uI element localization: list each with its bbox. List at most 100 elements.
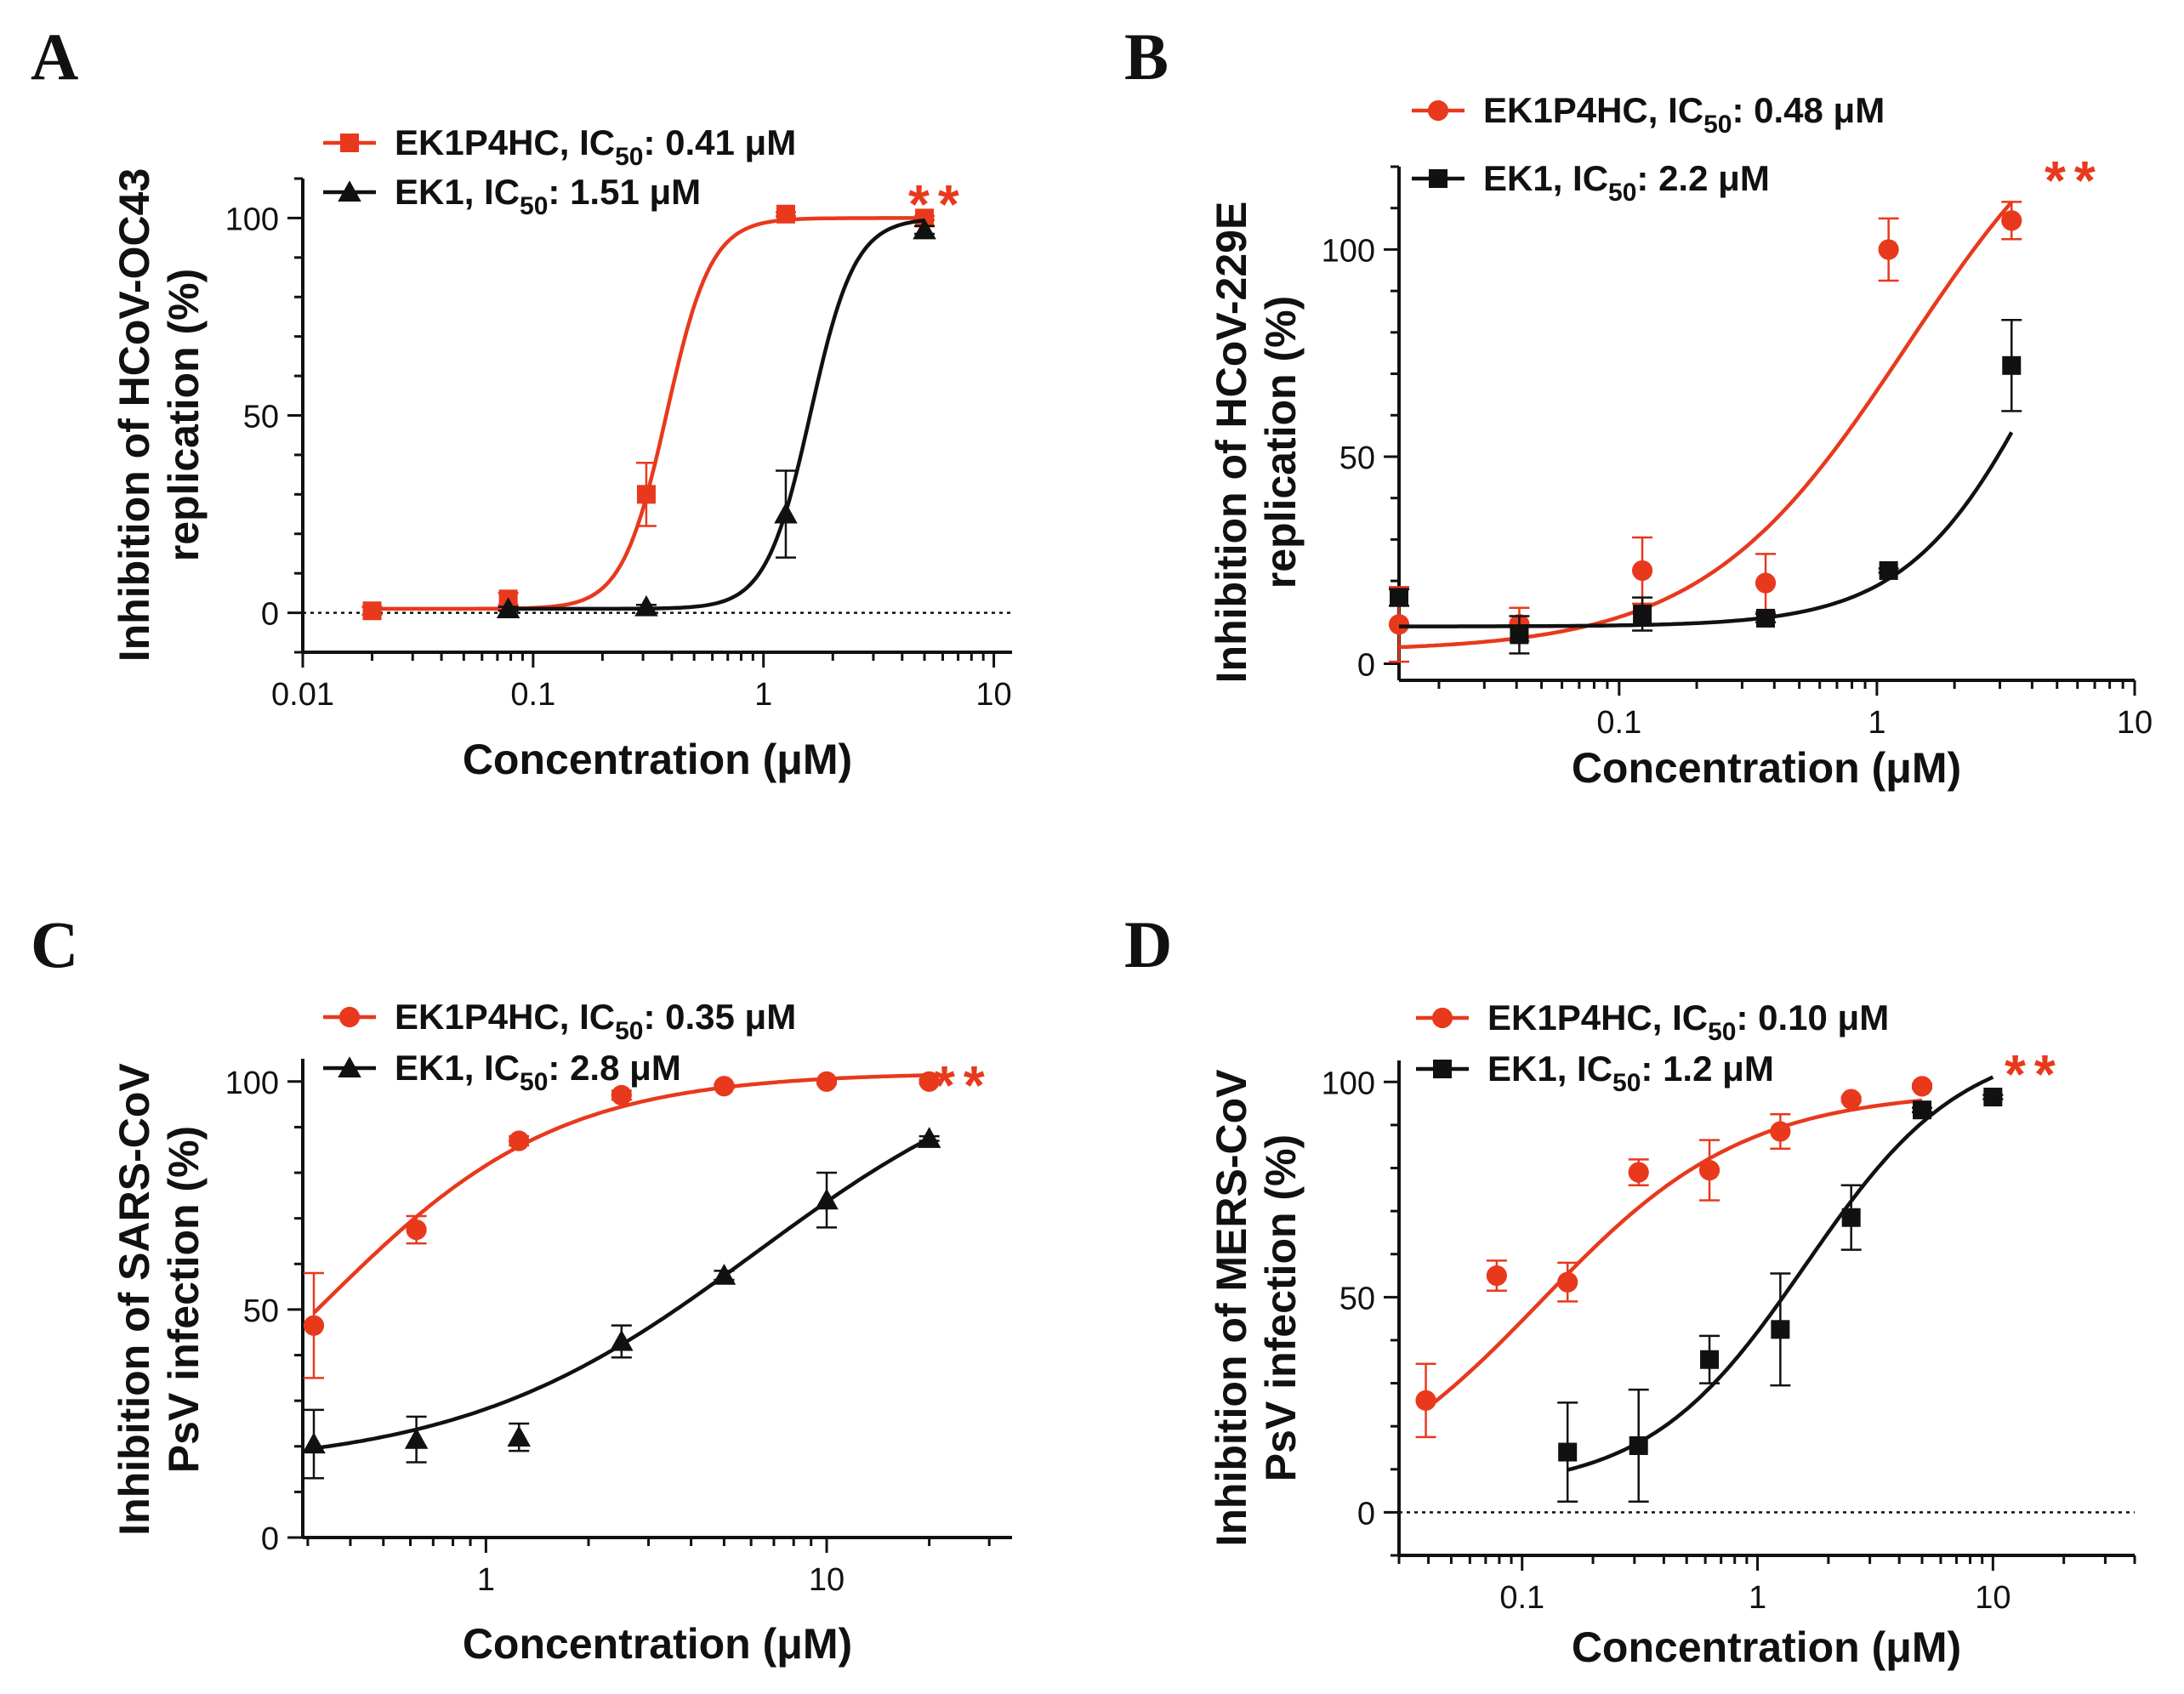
data-point xyxy=(1913,1100,1932,1120)
data-point xyxy=(1633,605,1652,624)
data-point xyxy=(1879,560,1898,580)
x-tick-label: 10 xyxy=(809,1562,845,1598)
y-tick-label: 50 xyxy=(1339,441,1375,476)
y-tick-label: 100 xyxy=(1322,233,1375,269)
legend-text: : 0.10 μM xyxy=(1736,998,1889,1037)
data-point xyxy=(507,1425,531,1447)
data-point xyxy=(1841,1208,1861,1227)
circle-marker-icon xyxy=(1431,1007,1453,1029)
data-point xyxy=(302,1432,326,1454)
legend-text: EK1P4HC, IC xyxy=(1487,998,1708,1037)
data-point xyxy=(714,1076,735,1097)
legend-text: : 0.41 μM xyxy=(643,122,796,162)
x-tick-label: 1 xyxy=(754,677,772,713)
data-point xyxy=(1983,1088,2003,1107)
y-tick-label: 100 xyxy=(225,1066,279,1101)
legend-entry: EK1, IC50: 1.51 μM xyxy=(323,172,701,220)
data-point xyxy=(1486,1265,1507,1287)
legend-subscript: 50 xyxy=(520,192,548,220)
x-tick-label: 1 xyxy=(477,1562,495,1598)
y-tick-label: 50 xyxy=(243,400,279,435)
series-ek1 xyxy=(1557,1075,2004,1503)
square-marker-icon xyxy=(1429,169,1447,188)
data-point xyxy=(1388,614,1410,635)
fit-curve xyxy=(372,216,924,611)
data-point xyxy=(1558,1442,1578,1462)
y-axis-label-line: Inhibition of MERS-CoV xyxy=(1208,1069,1255,1547)
fit-curve xyxy=(1398,201,2014,650)
y-axis-label-line: Inhibition of SARS-CoV xyxy=(111,1063,158,1536)
x-tick-label: 10 xyxy=(975,677,1011,713)
x-tick-label: 10 xyxy=(2117,705,2153,741)
data-point xyxy=(774,502,798,524)
data-point xyxy=(1415,1390,1436,1411)
data-point xyxy=(611,1084,632,1106)
significance-marker: ** xyxy=(934,1054,993,1116)
legend-text: : 0.48 μM xyxy=(1732,90,1885,130)
panel-letter-b: B xyxy=(1124,20,1169,94)
data-point xyxy=(404,1427,429,1449)
legend-label: EK1, IC50: 1.2 μM xyxy=(1487,1049,1774,1097)
legend-subscript: 50 xyxy=(1703,111,1732,139)
legend-label: EK1P4HC, IC50: 0.41 μM xyxy=(395,122,796,171)
y-axis-label: Inhibition of HCoV-229Ereplication (%) xyxy=(1208,202,1305,684)
data-point xyxy=(917,1127,941,1148)
square-marker-icon xyxy=(340,134,359,152)
legend-text: EK1, IC xyxy=(1487,1049,1612,1089)
data-point xyxy=(636,485,656,504)
y-tick-label: 0 xyxy=(1357,1496,1375,1532)
data-point xyxy=(1771,1320,1790,1339)
panel-letter-c: C xyxy=(31,907,79,981)
chart-a: 0 50 100 0.01 0.1 1 10 Concentration (μM) Inhibi… xyxy=(111,122,1012,783)
x-tick-label: 10 xyxy=(1975,1580,2011,1616)
data-point xyxy=(1510,625,1529,645)
series-ek1p4hc xyxy=(303,1071,940,1379)
data-point xyxy=(1700,1350,1720,1369)
data-point xyxy=(913,218,936,240)
legend-text: : 0.35 μM xyxy=(643,997,796,1037)
y-axis-label-line: PsV infection (%) xyxy=(1257,1134,1305,1481)
legend-label: EK1P4HC, IC50: 0.10 μM xyxy=(1487,998,1889,1046)
significance-marker: ** xyxy=(2045,150,2104,211)
legend-label: EK1P4HC, IC50: 0.35 μM xyxy=(395,997,796,1045)
legend-text: : 2.8 μM xyxy=(548,1048,680,1088)
x-tick-label: 0.1 xyxy=(510,677,555,713)
x-tick-label: 0.1 xyxy=(1596,705,1641,741)
y-tick-label: 0 xyxy=(261,1521,279,1557)
data-point xyxy=(815,1188,839,1210)
data-point xyxy=(1840,1089,1862,1110)
data-point xyxy=(1629,1435,1648,1455)
data-point xyxy=(816,1071,838,1092)
y-tick-label: 100 xyxy=(1322,1066,1375,1101)
fit-curve xyxy=(313,1136,930,1451)
x-axis-label: Concentration (μM) xyxy=(1572,744,1961,792)
legend-label: EK1, IC50: 2.2 μM xyxy=(1483,158,1770,207)
data-point xyxy=(1755,572,1777,594)
y-tick-label: 0 xyxy=(1357,648,1375,684)
data-point xyxy=(712,1263,737,1285)
legend-entry: EK1, IC50: 2.2 μM xyxy=(1412,158,1770,207)
data-point xyxy=(2002,355,2022,375)
data-point xyxy=(1878,239,1899,260)
data-point xyxy=(1628,1162,1649,1183)
legend-entry: EK1, IC50: 1.2 μM xyxy=(1416,1049,1774,1097)
legend-label: EK1, IC50: 1.51 μM xyxy=(395,172,701,220)
series-ek1 xyxy=(496,218,936,618)
y-axis-label-line: replication (%) xyxy=(1257,296,1305,588)
chart-c: 0 50 100 1 10 Concentration (μM) Inhibition of… xyxy=(111,997,1012,1668)
y-axis-label-line: replication (%) xyxy=(160,269,208,561)
panel-letter-d: D xyxy=(1124,907,1173,981)
triangle-marker-icon xyxy=(338,1056,361,1077)
chart-d: 0 50 100 0.1 1 10 Concentration (μM) Inhibition… xyxy=(1208,998,2136,1671)
data-point xyxy=(1770,1121,1791,1142)
fit-curve xyxy=(508,218,925,611)
y-tick-label: 50 xyxy=(1339,1281,1375,1316)
y-axis-label: Inhibition of SARS-CoVPsV infection (%) xyxy=(111,1063,208,1536)
x-tick-label: 1 xyxy=(1868,705,1885,741)
y-axis-label: Inhibition of MERS-CoVPsV infection (%) xyxy=(1208,1069,1305,1547)
x-tick-label: 1 xyxy=(1749,1580,1766,1616)
data-point xyxy=(1698,1159,1720,1181)
legend-text: EK1, IC xyxy=(395,1048,520,1088)
legend-text: EK1, IC xyxy=(1483,158,1608,198)
